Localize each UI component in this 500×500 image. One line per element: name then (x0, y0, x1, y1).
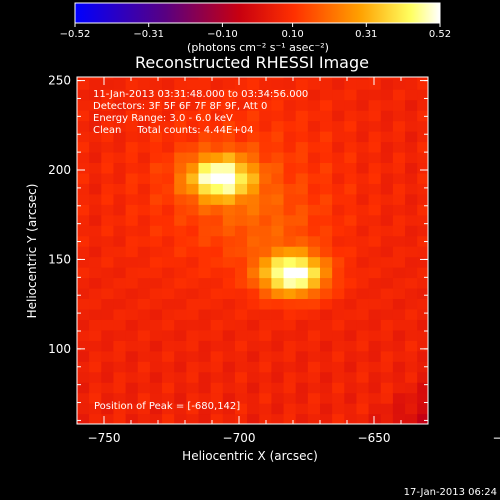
plot-frame (76, 76, 429, 425)
annotation-detectors: Detectors: 3F 5F 6F 7F 8F 9F, Att 0 (93, 101, 267, 112)
x-tick-label: −750 (88, 431, 121, 445)
annotation-energy: Energy Range: 3.0 - 6.0 keV (93, 113, 233, 124)
colorbar-ticks: −0.52 −0.31 −0.10 0.10 0.31 0.52 (60, 23, 451, 40)
y-tick-label: 200 (48, 163, 71, 177)
y-axis-ticks: 100 150 200 250 (48, 74, 428, 421)
heatmap-grid (77, 77, 428, 424)
colorbar (74, 2, 441, 24)
y-tick-label: 150 (48, 252, 71, 266)
annotation-time: 11-Jan-2013 03:31:48.000 to 03:34:56.000 (93, 89, 308, 100)
x-tick-label: −600 (493, 431, 500, 445)
footer-timestamp: 17-Jan-2013 06:24 (404, 487, 497, 498)
y-axis-label: Heliocentric Y (arcsec) (25, 184, 39, 319)
colorbar-tick-label: −0.52 (60, 29, 91, 40)
x-axis-ticks: −750 −700 −650 −600 (76, 77, 500, 445)
chart-title: Reconstructed RHESSI Image (135, 53, 369, 72)
x-tick-label: −650 (358, 431, 391, 445)
x-axis-label: Heliocentric X (arcsec) (182, 449, 318, 463)
annotation-counts: Clean Total counts: 4.44E+04 (93, 125, 253, 136)
colorbar-unit-label: (photons cm⁻² s⁻¹ asec⁻²) (187, 41, 329, 54)
y-tick-label: 100 (48, 342, 71, 356)
y-tick-label: 250 (48, 74, 71, 88)
colorbar-tick-label: 0.10 (281, 29, 303, 40)
colorbar-tick-label: 0.31 (355, 29, 377, 40)
x-tick-label: −700 (223, 431, 256, 445)
colorbar-tick-label: 0.52 (429, 29, 451, 40)
colorbar-tick-label: −0.31 (133, 29, 164, 40)
colorbar-tick-label: −0.10 (207, 29, 238, 40)
annotation-peak: Position of Peak = [-680,142] (94, 401, 240, 412)
